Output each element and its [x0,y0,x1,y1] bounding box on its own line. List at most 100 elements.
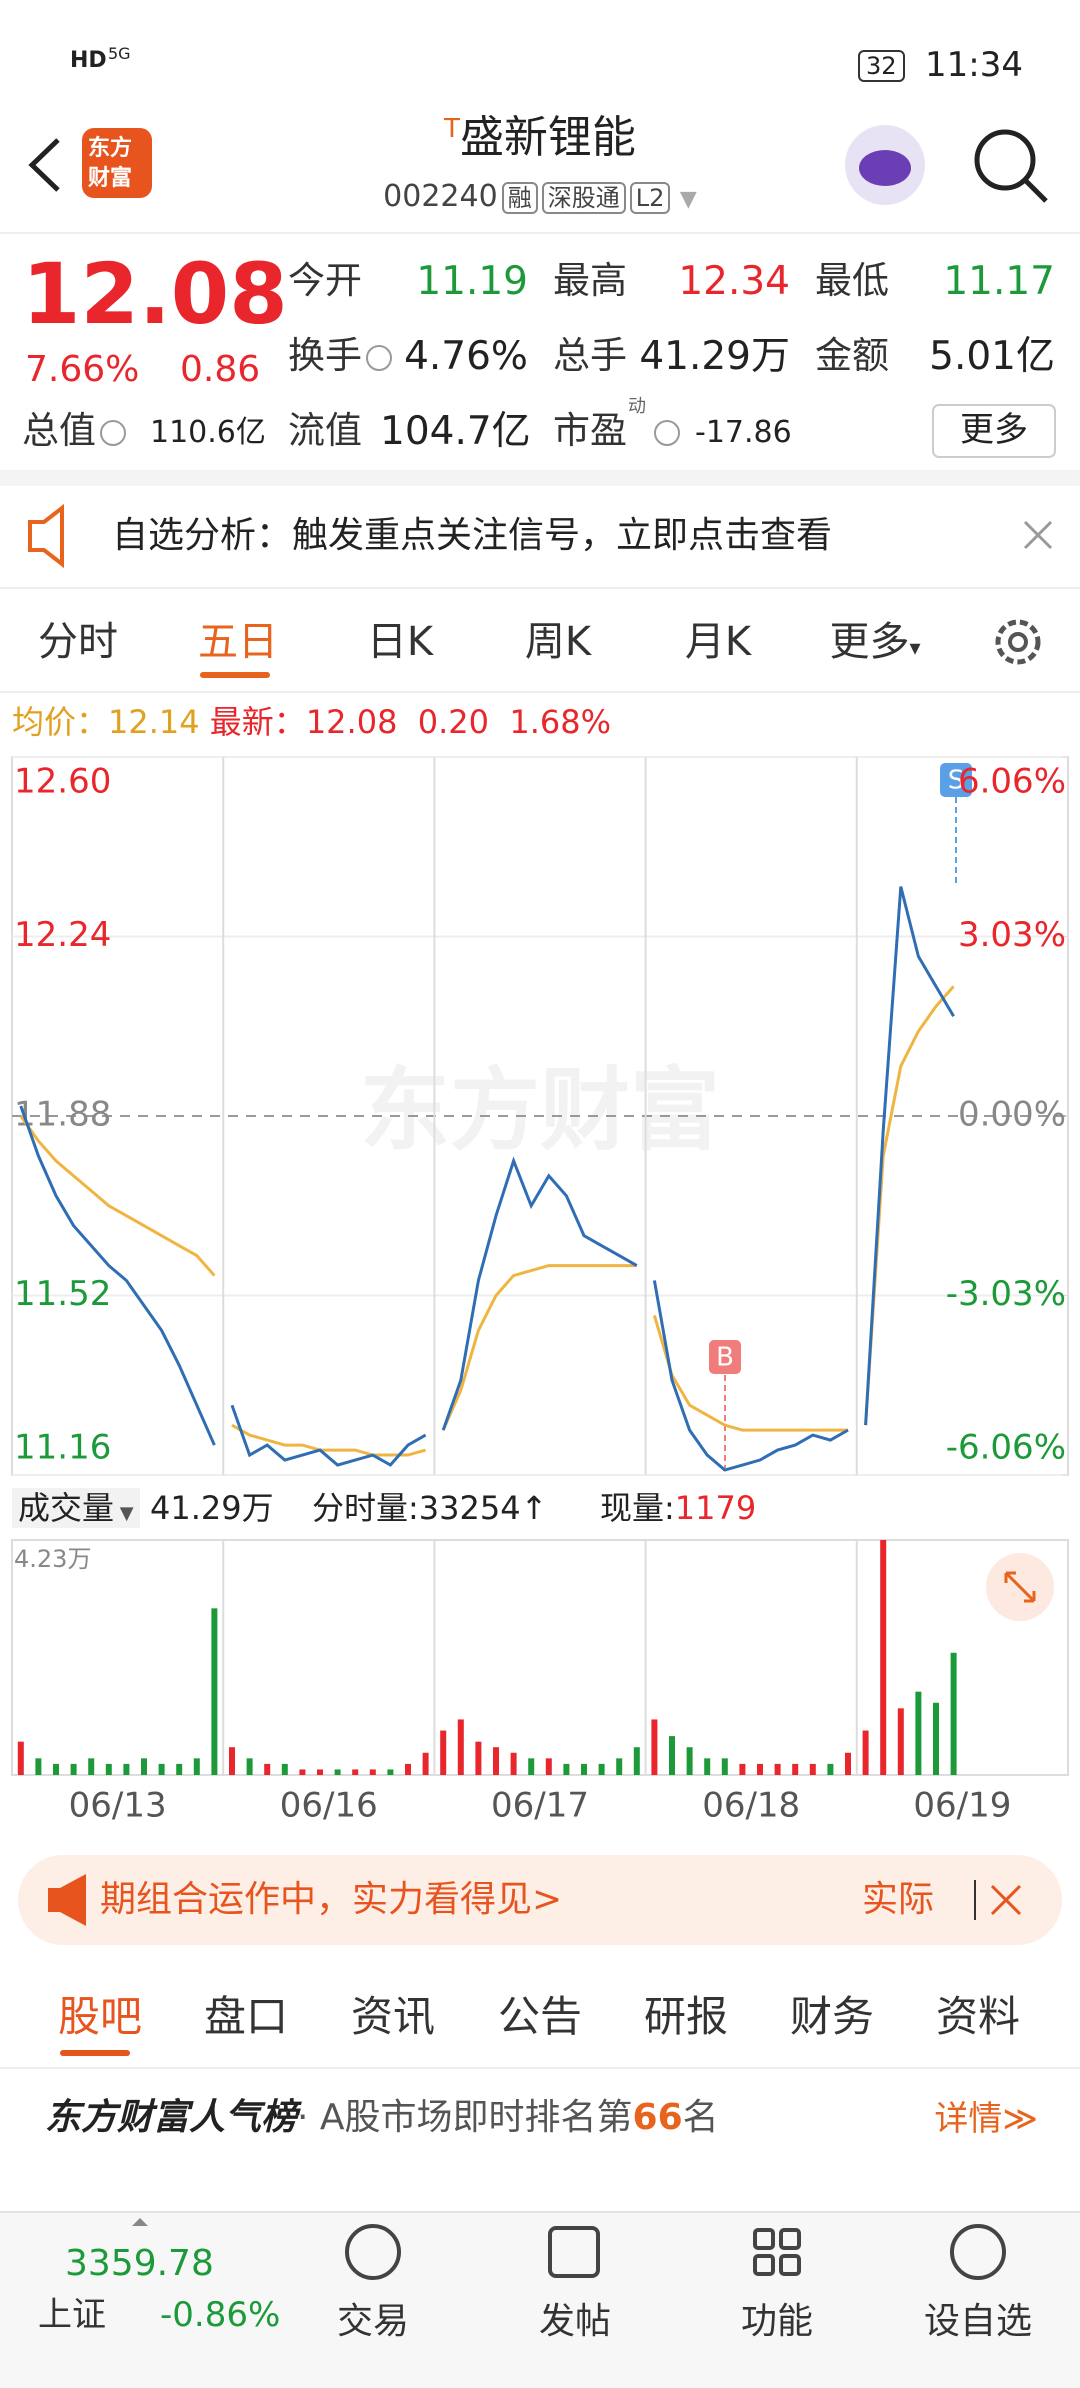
rank-line[interactable]: 东方财富人气榜· A股市场即时排名第66名 [45,2100,719,2136]
content-tab[interactable]: 公告 [497,1992,582,2041]
index-change: -0.86% [160,2295,281,2335]
period-tab[interactable]: 月K [684,619,752,665]
search-button[interactable] [974,129,1036,191]
back-button[interactable] [28,138,60,192]
t-badge: T [444,114,460,144]
avg-line [441,1264,637,1431]
function-icon [753,2228,801,2276]
y2-tick-label: 6.06% [958,762,1066,802]
close-banner[interactable] [990,1884,1022,1916]
volume-tick-label: 4.23万 [14,1545,91,1573]
summary: 均价：12.14 最新：12.08 0.20 1.68% [12,706,611,738]
volume-bar [35,1758,42,1775]
volume-bar [493,1747,499,1775]
volume-bar [757,1763,763,1775]
current-label: 现量: [600,1489,675,1527]
x-tick-label: 06/17 [491,1786,589,1826]
sell-marker [940,763,972,797]
field-label: 今开 [288,259,362,302]
price-line [441,1156,638,1431]
content-tab[interactable]: 股吧 [57,1992,142,2041]
content-tab[interactable]: 资料 [935,1992,1020,2041]
volume-frame [11,1539,1069,1776]
nav-item[interactable]: 交易 [336,2301,409,2342]
field-value: 5.01亿 [929,334,1055,379]
volume-bar [211,1608,218,1775]
period-tab[interactable]: 五日 [198,619,278,665]
volume-bar [141,1758,147,1775]
status-hd: HD [70,48,107,73]
index-value[interactable]: 3359.78 [65,2243,214,2284]
avg-line [231,1423,427,1457]
period-tab[interactable]: 分时 [38,619,118,665]
search-handle [1023,178,1048,203]
price-line [19,1105,216,1446]
volume-bar [545,1758,552,1775]
volume-bar [334,1769,341,1775]
volume-bar [229,1747,235,1775]
volume-bar [299,1769,306,1775]
field-label: 金额 [815,334,889,377]
period-tab[interactable]: 日K [366,619,434,665]
field-label: 总值 [22,412,130,449]
volume-bar [457,1719,464,1775]
watermark: 东方财富 [360,1058,720,1163]
banner-action[interactable]: 实际 [862,1879,935,1920]
y-tick-label: 11.16 [14,1428,111,1468]
price-line [230,1404,427,1467]
volume-selector[interactable]: 成交量 ▼ [12,1488,140,1528]
battery: 32 [858,50,905,82]
settings-button[interactable] [995,619,1041,665]
nav-item[interactable]: 功能 [740,2301,813,2342]
watch-icon [950,2224,1006,2280]
nav-item[interactable]: 发帖 [538,2301,611,2342]
avg-label: 均价： [12,703,109,741]
banner-text[interactable]: 期组合运作中，实力看得见> [100,1879,563,1920]
tag: L2 [629,182,671,214]
field-value: 11.19 [416,259,528,304]
content-tab[interactable]: 盘口 [203,1992,288,2041]
y2-tick-label: 0.00% [958,1095,1066,1135]
volume-bar [53,1763,59,1775]
expand-index[interactable] [132,2218,148,2226]
nav-item[interactable]: 设自选 [923,2301,1032,2342]
content-tab[interactable]: 研报 [643,1992,728,2041]
notice[interactable]: 自选分析：触发重点关注信号，立即点击查看 [112,515,833,556]
volume-bar [123,1763,130,1775]
y2-tick-label: -6.06% [946,1428,1066,1468]
bottom-bar [0,2212,1080,2388]
current-volume: 现量:1179 [600,1492,756,1524]
period-tab[interactable]: 周K [524,619,592,665]
volume-bar [475,1741,482,1775]
volume-bar [422,1752,429,1775]
volume-bar [827,1763,834,1775]
clock: 11:34 [925,45,1023,85]
more-label[interactable]: 更多 [960,410,1028,450]
volume-bar [809,1763,816,1775]
last-label: 最新： [209,703,306,741]
close-notice[interactable] [1023,520,1053,550]
volume-bar [950,1652,957,1775]
field-label: 总手 [553,334,627,377]
banner[interactable] [18,1855,1062,1945]
volume-bar [704,1758,711,1775]
field-value: 12.34 [678,259,790,304]
period-tab[interactable]: 更多▾ [829,619,921,665]
field-label: 市盈 [553,409,627,452]
more-button[interactable] [932,404,1056,458]
content-tab[interactable]: 财务 [789,1992,874,2041]
volume-bar [651,1719,658,1775]
stock-name: 盛新锂能 [459,112,636,163]
status-5g: 5G [108,44,131,63]
volume-bar [440,1730,447,1775]
rank-more[interactable]: 详情≫ [934,2099,1038,2139]
volume-bar [774,1763,781,1775]
y2-tick-label: -3.03% [946,1274,1066,1314]
trade-icon [345,2224,401,2280]
content-tab[interactable]: 资讯 [350,1992,435,2041]
y-tick-label: 12.24 [14,915,111,955]
volume-bar [281,1763,288,1775]
volume-bar [792,1763,799,1775]
x-tick-label: 06/18 [702,1786,800,1826]
volume-bar [915,1691,922,1775]
